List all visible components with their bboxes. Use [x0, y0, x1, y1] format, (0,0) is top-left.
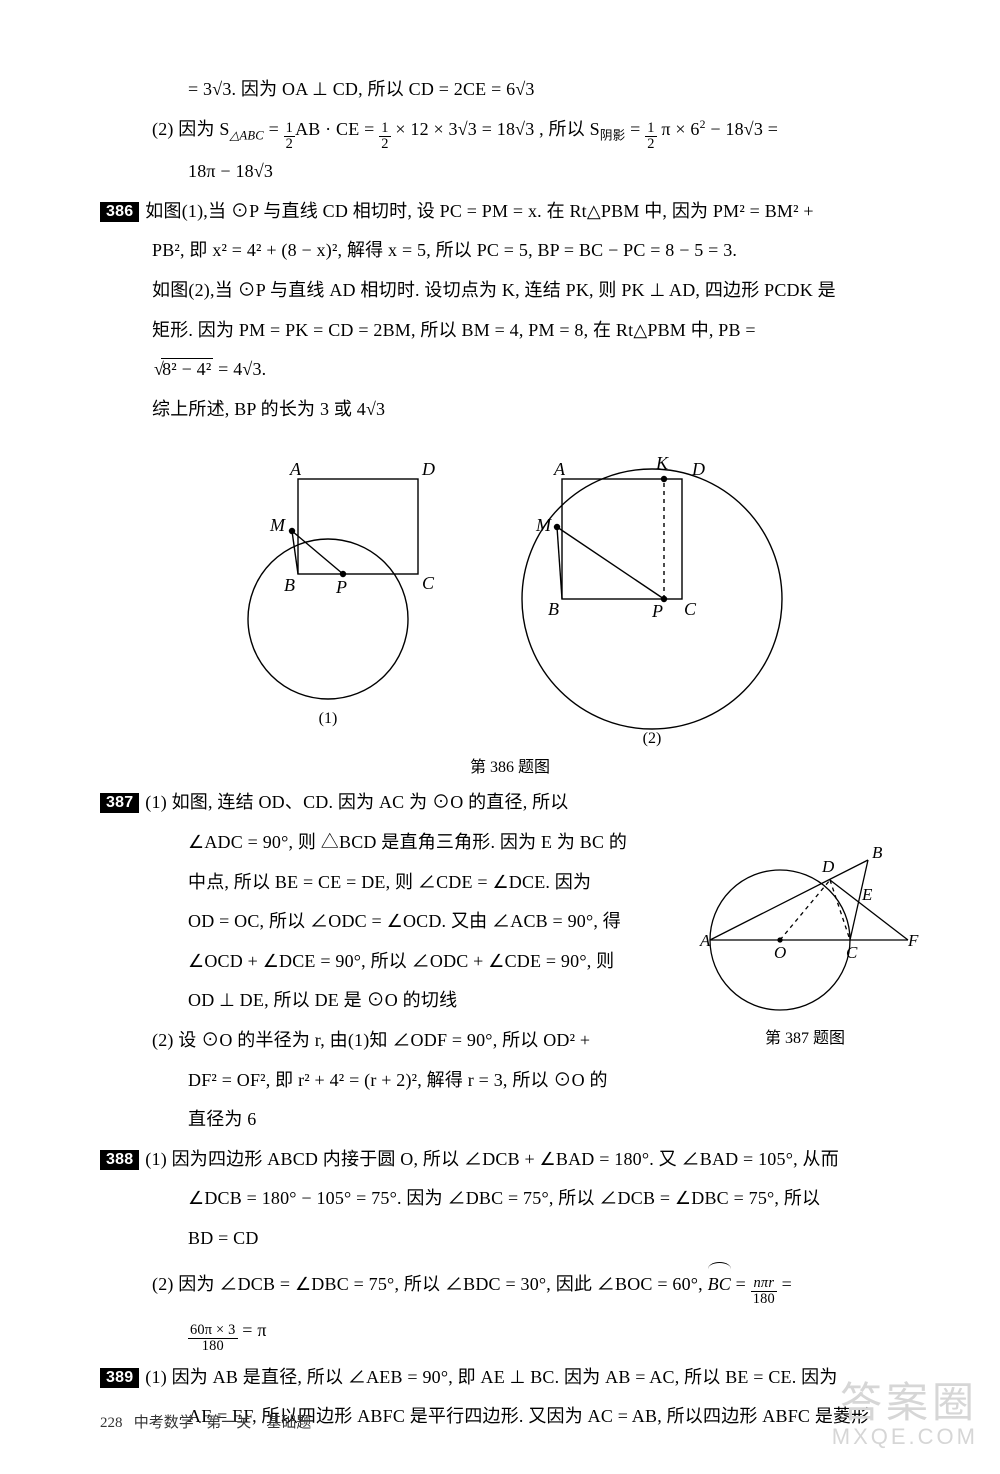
- svg-text:D: D: [691, 459, 705, 479]
- panel-1-label: (1): [319, 710, 338, 727]
- seg: AB · CE =: [295, 119, 379, 139]
- frac-60pi3-180: 60π × 3180: [188, 1323, 238, 1354]
- den: 180: [188, 1339, 238, 1354]
- frac-half-1: 12: [284, 121, 295, 152]
- page-number: 228: [100, 1415, 123, 1431]
- q387-line-4: OD = OC, 所以 ∠ODC = ∠OCD. 又由 ∠ACB = 90°, …: [100, 902, 788, 942]
- frac-npir180: nπr180: [751, 1276, 777, 1307]
- seg: =: [264, 119, 284, 139]
- q386-line-3: 如图(2),当 ⊙P 与直线 AD 相切时. 设切点为 K, 连结 PK, 则 …: [100, 271, 920, 311]
- svg-text:M: M: [535, 515, 552, 535]
- q387-line-7: (2) 设 ⊙O 的半径为 r, 由(1)知 ∠ODF = 90°, 所以 OD…: [100, 1021, 752, 1061]
- seg: × 12 × 3√3 = 18√3 , 所以 S: [391, 119, 600, 139]
- q386-line-2: PB², 即 x² = 4² + (8 − x)², 解得 x = 5, 所以 …: [100, 231, 920, 271]
- qnum-388: 388: [100, 1150, 139, 1170]
- q386-line-1: 386 如图(1),当 ⊙P 与直线 CD 相切时, 设 PC = PM = x.…: [100, 192, 920, 232]
- num: 60π × 3: [188, 1323, 238, 1339]
- page-footer: 228 中考数学 · 第一关 基础题: [100, 1411, 311, 1432]
- fig-386-caption: 第 386 题图: [100, 753, 920, 777]
- q387-line-2: ∠ADC = 90°, 则 △BCD 是直角三角形. 因为 E 为 BC 的: [100, 823, 788, 863]
- q388-line-1: 388 (1) 因为四边形 ABCD 内接于圆 O, 所以 ∠DCB + ∠BAD…: [100, 1140, 920, 1180]
- q388-line-2: ∠DCB = 180° − 105° = 75°. 因为 ∠DBC = 75°,…: [100, 1179, 920, 1219]
- watermark-en: MXQE.COM: [832, 1424, 978, 1450]
- q388-line-3: BD = CD: [100, 1219, 920, 1259]
- qnum-387: 387: [100, 793, 139, 813]
- fig-386: A D M B P C (1): [100, 439, 920, 777]
- q387-line-9: 直径为 6: [100, 1100, 920, 1140]
- text: (1) 如图, 连结 OD、CD. 因为 AC 为 ⊙O 的直径, 所以: [145, 792, 568, 812]
- svg-text:A: A: [289, 459, 302, 479]
- watermark-cn: 答案圈: [832, 1369, 978, 1430]
- q387-line-3: 中点, 所以 BE = CE = DE, 则 ∠CDE = ∠DCE. 因为: [100, 863, 788, 903]
- q387-line-6: OD ⊥ DE, 所以 DE 是 ⊙O 的切线: [100, 981, 788, 1021]
- q387-line-8: DF² = OF², 即 r² + 4² = (r + 2)², 解得 r = …: [100, 1061, 788, 1101]
- seg: = 4√3.: [213, 359, 266, 379]
- svg-text:B: B: [872, 843, 883, 862]
- den: 180: [751, 1292, 777, 1307]
- line-top-3: 18π − 18√3: [100, 152, 920, 192]
- q388-line-4: (2) 因为 ∠DCB = ∠DBC = 75°, 所以 ∠BDC = 30°,…: [100, 1265, 920, 1308]
- fig-386-panel-2: A K D M B P C (2): [492, 439, 812, 749]
- den: 2: [645, 137, 656, 152]
- seg: =: [731, 1274, 751, 1294]
- den: 2: [284, 137, 295, 152]
- q389-line-1: 389 (1) 因为 AB 是直径, 所以 ∠AEB = 90°, 即 AE ⊥ …: [100, 1358, 920, 1398]
- svg-text:M: M: [269, 515, 286, 535]
- svg-text:D: D: [421, 459, 435, 479]
- qnum-389: 389: [100, 1368, 139, 1388]
- sub-triangle: △ABC: [230, 128, 264, 142]
- svg-text:A: A: [553, 459, 566, 479]
- seg: (2) 因为 S: [152, 119, 230, 139]
- den: 2: [379, 137, 390, 152]
- qnum-386: 386: [100, 202, 139, 222]
- svg-text:B: B: [548, 599, 559, 619]
- svg-text:E: E: [861, 885, 873, 904]
- num: 1: [284, 121, 295, 137]
- svg-text:P: P: [651, 601, 663, 621]
- line-top-1: = 3√3. 因为 OA ⊥ CD, 所以 CD = 2CE = 6√3: [100, 70, 920, 110]
- seg: =: [777, 1274, 792, 1294]
- seg: (2) 因为 ∠DCB = ∠DBC = 75°, 所以 ∠BDC = 30°,…: [152, 1274, 708, 1294]
- svg-text:K: K: [655, 453, 669, 473]
- frac-half-2: 12: [379, 121, 390, 152]
- seg: =: [625, 119, 645, 139]
- seg: π × 6: [657, 119, 700, 139]
- num: 1: [379, 121, 390, 137]
- frac-half-3: 12: [645, 121, 656, 152]
- sub-shadow: 阴影: [600, 128, 626, 142]
- svg-text:C: C: [684, 599, 697, 619]
- text: (1) 因为四边形 ABCD 内接于圆 O, 所以 ∠DCB + ∠BAD = …: [145, 1149, 839, 1169]
- footer-text: 中考数学 · 第一关 基础题: [134, 1415, 312, 1431]
- svg-text:F: F: [907, 931, 919, 950]
- num: nπr: [751, 1276, 777, 1292]
- svg-text:P: P: [335, 577, 347, 597]
- seg: = π: [238, 1320, 267, 1340]
- line-top-2: (2) 因为 S△ABC = 12AB · CE = 12 × 12 × 3√3…: [100, 110, 920, 153]
- q388-line-5: 60π × 3180 = π: [100, 1311, 920, 1354]
- q386-line-5: √8² − 4² = 4√3.: [100, 350, 920, 390]
- watermark: 答案圈 MXQE.COM: [832, 1369, 978, 1450]
- sqrt-expr: √8² − 4²: [152, 350, 213, 390]
- svg-text:D: D: [821, 857, 835, 876]
- radicand: 8² − 4²: [161, 358, 213, 379]
- arc-bc: BC: [708, 1265, 731, 1305]
- q386-line-6: 综上所述, BP 的长为 3 或 4√3: [100, 390, 920, 430]
- fig-386-panel-1: A D M B P C (1): [208, 439, 468, 729]
- q387-line-1: 387 (1) 如图, 连结 OD、CD. 因为 AC 为 ⊙O 的直径, 所以: [100, 783, 700, 823]
- svg-text:C: C: [846, 943, 858, 962]
- svg-text:C: C: [422, 573, 435, 593]
- q387-line-5: ∠OCD + ∠DCE = 90°, 所以 ∠ODC + ∠CDE = 90°,…: [100, 942, 788, 982]
- seg: − 18√3 =: [706, 119, 778, 139]
- panel-2-label: (2): [643, 730, 662, 747]
- svg-text:B: B: [284, 575, 295, 595]
- q386-line-4: 矩形. 因为 PM = PK = CD = 2BM, 所以 BM = 4, PM…: [100, 311, 920, 351]
- text: (1) 因为 AB 是直径, 所以 ∠AEB = 90°, 即 AE ⊥ BC.…: [145, 1367, 837, 1387]
- text: 如图(1),当 ⊙P 与直线 CD 相切时, 设 PC = PM = x. 在 …: [145, 201, 813, 221]
- num: 1: [645, 121, 656, 137]
